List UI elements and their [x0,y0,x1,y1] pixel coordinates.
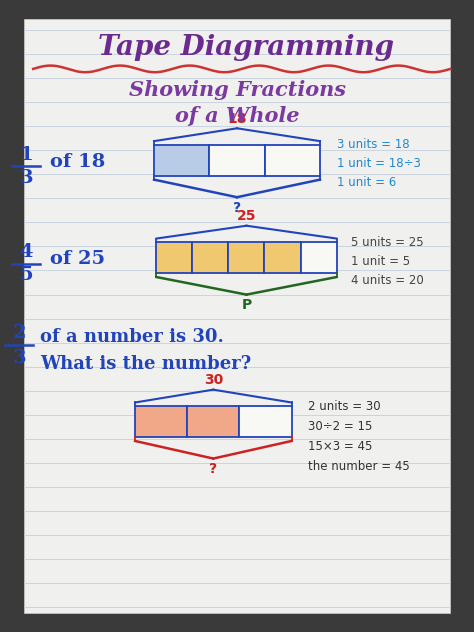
Text: 1 unit = 6: 1 unit = 6 [337,176,396,190]
Text: 1 unit = 18÷3: 1 unit = 18÷3 [337,157,420,171]
Text: the number = 45: the number = 45 [308,459,410,473]
Text: P: P [241,298,252,312]
Text: 25: 25 [237,209,256,223]
Bar [301,242,337,273]
Bar [156,242,192,273]
Text: 5: 5 [19,266,33,284]
Text: 4 units = 20: 4 units = 20 [351,274,423,287]
Text: 4: 4 [19,243,33,262]
Bar [135,406,187,437]
Text: of a Whole: of a Whole [175,106,299,126]
Bar [264,242,301,273]
Bar [239,406,292,437]
Text: Showing Fractions: Showing Fractions [128,80,346,100]
Text: 1: 1 [19,146,33,164]
Bar [187,406,239,437]
Text: 2 units = 30: 2 units = 30 [308,400,381,413]
Text: of a number is 30.: of a number is 30. [40,329,224,346]
Text: 1 unit = 5: 1 unit = 5 [351,255,410,268]
Text: of 25: of 25 [50,250,105,268]
Text: 5 units = 25: 5 units = 25 [351,236,423,249]
Text: What is the number?: What is the number? [40,355,251,372]
Text: 3 units = 18: 3 units = 18 [337,138,409,152]
Bar [228,242,264,273]
Text: 3: 3 [19,169,33,186]
Bar [192,242,228,273]
Text: 15×3 = 45: 15×3 = 45 [308,440,373,453]
Text: of 18: of 18 [50,152,105,171]
Text: 30: 30 [204,374,223,387]
Bar [154,145,210,176]
Text: ?: ? [233,201,241,215]
Text: 18: 18 [227,112,247,126]
Text: 2: 2 [12,324,26,342]
Text: Tape Diagramming: Tape Diagramming [99,34,394,61]
Text: 30÷2 = 15: 30÷2 = 15 [308,420,373,433]
Text: 3: 3 [12,349,26,367]
Bar [210,145,264,176]
Text: ?: ? [209,463,218,477]
FancyBboxPatch shape [24,19,450,613]
Bar [264,145,320,176]
